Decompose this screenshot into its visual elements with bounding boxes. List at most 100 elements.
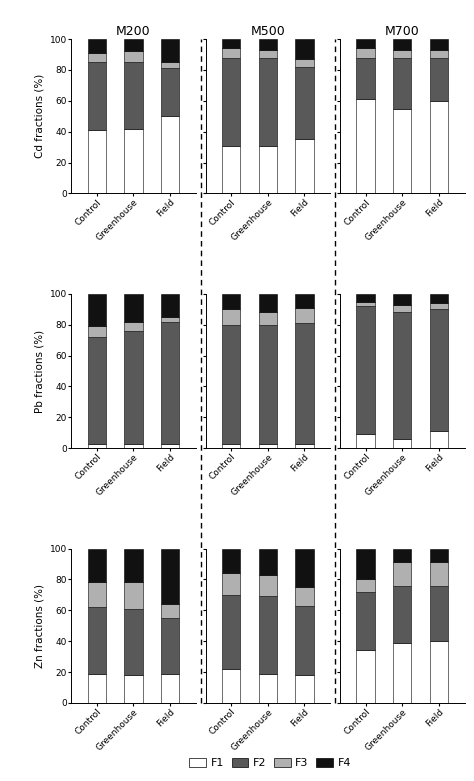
- Legend: F1, F2, F3, F4: F1, F2, F3, F4: [186, 754, 354, 772]
- Bar: [295, 444, 314, 448]
- Bar: [222, 294, 240, 309]
- Bar: [259, 575, 277, 597]
- Bar: [222, 145, 240, 194]
- Bar: [259, 50, 277, 58]
- Bar: [259, 548, 277, 575]
- Bar: [259, 39, 277, 50]
- Bar: [222, 669, 240, 703]
- Bar: [259, 597, 277, 673]
- Title: M700: M700: [385, 25, 419, 38]
- Bar: [88, 62, 106, 130]
- Bar: [295, 294, 314, 308]
- Bar: [124, 39, 143, 52]
- Bar: [88, 583, 106, 607]
- Bar: [161, 618, 179, 673]
- Bar: [393, 294, 411, 305]
- Bar: [259, 444, 277, 448]
- Bar: [161, 444, 179, 448]
- Bar: [430, 58, 448, 101]
- Bar: [222, 39, 240, 48]
- Bar: [393, 305, 411, 312]
- Bar: [161, 62, 179, 69]
- Bar: [88, 39, 106, 53]
- Bar: [259, 294, 277, 312]
- Bar: [124, 129, 143, 194]
- Bar: [161, 673, 179, 703]
- Bar: [161, 69, 179, 116]
- Bar: [161, 116, 179, 194]
- Bar: [259, 58, 277, 145]
- Bar: [161, 604, 179, 618]
- Bar: [161, 548, 179, 604]
- Bar: [124, 444, 143, 448]
- Bar: [430, 303, 448, 309]
- Bar: [430, 562, 448, 586]
- Bar: [124, 548, 143, 583]
- Bar: [393, 109, 411, 194]
- Y-axis label: Cd fractions (%): Cd fractions (%): [34, 74, 44, 159]
- Bar: [393, 643, 411, 703]
- Bar: [356, 548, 375, 580]
- Bar: [295, 587, 314, 605]
- Bar: [259, 145, 277, 194]
- Bar: [222, 58, 240, 145]
- Bar: [259, 312, 277, 325]
- Bar: [356, 99, 375, 194]
- Bar: [356, 48, 375, 58]
- Bar: [222, 595, 240, 669]
- Bar: [393, 439, 411, 448]
- Bar: [430, 50, 448, 58]
- Bar: [124, 583, 143, 608]
- Bar: [124, 331, 143, 444]
- Bar: [124, 52, 143, 62]
- Bar: [356, 294, 375, 301]
- Bar: [295, 675, 314, 703]
- Bar: [222, 48, 240, 58]
- Bar: [88, 607, 106, 673]
- Bar: [295, 308, 314, 323]
- Bar: [393, 548, 411, 562]
- Bar: [295, 39, 314, 59]
- Bar: [430, 39, 448, 50]
- Bar: [124, 608, 143, 675]
- Bar: [124, 322, 143, 331]
- Bar: [430, 548, 448, 562]
- Bar: [295, 323, 314, 444]
- Bar: [88, 548, 106, 583]
- Bar: [393, 562, 411, 586]
- Bar: [124, 675, 143, 703]
- Bar: [356, 592, 375, 651]
- Bar: [88, 53, 106, 62]
- Bar: [222, 548, 240, 573]
- Bar: [430, 431, 448, 448]
- Bar: [356, 58, 375, 99]
- Bar: [430, 309, 448, 431]
- Bar: [88, 326, 106, 337]
- Bar: [88, 294, 106, 326]
- Bar: [393, 312, 411, 439]
- Bar: [430, 101, 448, 194]
- Bar: [356, 651, 375, 703]
- Bar: [295, 59, 314, 67]
- Bar: [88, 444, 106, 448]
- Bar: [124, 62, 143, 129]
- Bar: [161, 39, 179, 62]
- Bar: [295, 139, 314, 194]
- Bar: [88, 130, 106, 194]
- Bar: [356, 434, 375, 448]
- Bar: [430, 586, 448, 641]
- Bar: [393, 586, 411, 643]
- Bar: [88, 337, 106, 444]
- Bar: [222, 309, 240, 325]
- Y-axis label: Zn fractions (%): Zn fractions (%): [34, 583, 44, 668]
- Bar: [88, 673, 106, 703]
- Bar: [393, 50, 411, 58]
- Bar: [430, 294, 448, 303]
- Title: M200: M200: [116, 25, 151, 38]
- Bar: [161, 294, 179, 317]
- Bar: [295, 605, 314, 675]
- Bar: [393, 58, 411, 109]
- Bar: [295, 67, 314, 139]
- Title: M500: M500: [250, 25, 285, 38]
- Bar: [222, 444, 240, 448]
